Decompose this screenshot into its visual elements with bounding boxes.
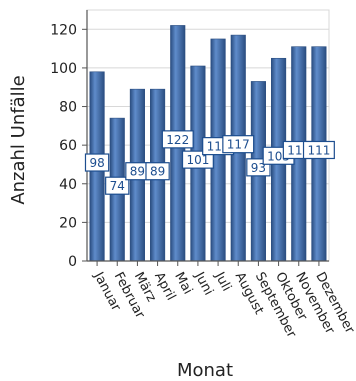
data-label: 117 bbox=[222, 135, 255, 154]
y-tick-label: 40 bbox=[59, 177, 77, 193]
data-label-text: 89 bbox=[130, 165, 145, 179]
data-label: 111 bbox=[302, 140, 335, 160]
data-label: 89 bbox=[145, 162, 170, 181]
data-label-box bbox=[222, 135, 255, 154]
data-label: 101 bbox=[181, 150, 214, 169]
x-axis-title: Monat bbox=[177, 360, 233, 381]
data-label-text: 122 bbox=[166, 133, 189, 147]
data-label-text: 74 bbox=[110, 179, 125, 193]
y-axis-title: Anzahl Unfälle bbox=[8, 75, 29, 204]
y-tick-label: 0 bbox=[68, 254, 77, 270]
x-tick-label: Juni bbox=[191, 269, 216, 298]
data-label-text: 117 bbox=[227, 138, 250, 152]
data-label-box bbox=[181, 150, 214, 169]
data-label-box bbox=[161, 130, 194, 149]
y-tick-label: 100 bbox=[50, 61, 77, 77]
y-tick-label: 20 bbox=[59, 215, 77, 231]
data-label: 122 bbox=[161, 130, 194, 149]
data-label-box bbox=[145, 162, 170, 181]
data-label-text: 89 bbox=[150, 165, 165, 179]
data-label-text: 111 bbox=[307, 143, 330, 157]
data-label: 74 bbox=[105, 176, 130, 195]
data-label-box bbox=[84, 153, 110, 172]
data-label-text: 93 bbox=[251, 161, 266, 175]
y-tick-label: 60 bbox=[59, 138, 77, 154]
y-tick-label: 80 bbox=[59, 100, 77, 116]
y-tick-label: 120 bbox=[50, 22, 77, 38]
data-label-box bbox=[302, 140, 335, 160]
data-label: 98 bbox=[84, 153, 110, 172]
data-label-text: 98 bbox=[89, 156, 104, 170]
data-label-box bbox=[105, 176, 130, 195]
data-label-text: 101 bbox=[186, 153, 209, 167]
